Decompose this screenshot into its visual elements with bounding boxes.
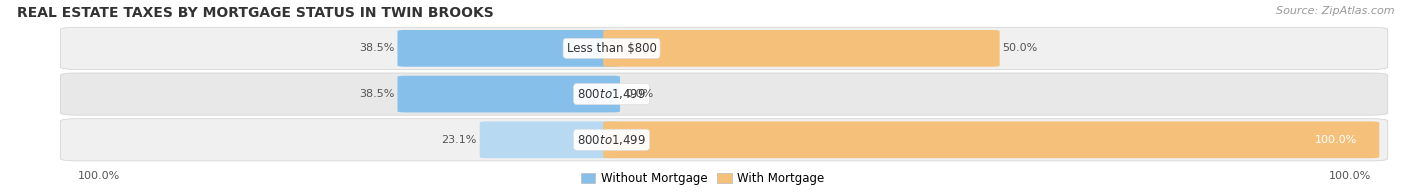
FancyBboxPatch shape <box>479 122 620 158</box>
Text: Less than $800: Less than $800 <box>567 42 657 55</box>
Text: 100.0%: 100.0% <box>77 171 120 181</box>
FancyBboxPatch shape <box>398 76 620 113</box>
FancyBboxPatch shape <box>60 73 1388 115</box>
FancyBboxPatch shape <box>603 122 1379 158</box>
FancyBboxPatch shape <box>60 119 1388 161</box>
Text: 38.5%: 38.5% <box>360 89 395 99</box>
Text: $800 to $1,499: $800 to $1,499 <box>576 133 647 147</box>
FancyBboxPatch shape <box>603 30 1000 67</box>
Text: 100.0%: 100.0% <box>1315 135 1357 145</box>
Text: REAL ESTATE TAXES BY MORTGAGE STATUS IN TWIN BROOKS: REAL ESTATE TAXES BY MORTGAGE STATUS IN … <box>17 6 494 20</box>
Text: 23.1%: 23.1% <box>441 135 477 145</box>
Text: 38.5%: 38.5% <box>360 43 395 53</box>
Text: Source: ZipAtlas.com: Source: ZipAtlas.com <box>1277 6 1395 16</box>
Legend: Without Mortgage, With Mortgage: Without Mortgage, With Mortgage <box>576 168 830 190</box>
Text: 50.0%: 50.0% <box>1002 43 1038 53</box>
Text: 0.0%: 0.0% <box>626 89 654 99</box>
FancyBboxPatch shape <box>398 30 620 67</box>
FancyBboxPatch shape <box>60 27 1388 69</box>
Text: 100.0%: 100.0% <box>1329 171 1371 181</box>
Text: $800 to $1,499: $800 to $1,499 <box>576 87 647 101</box>
